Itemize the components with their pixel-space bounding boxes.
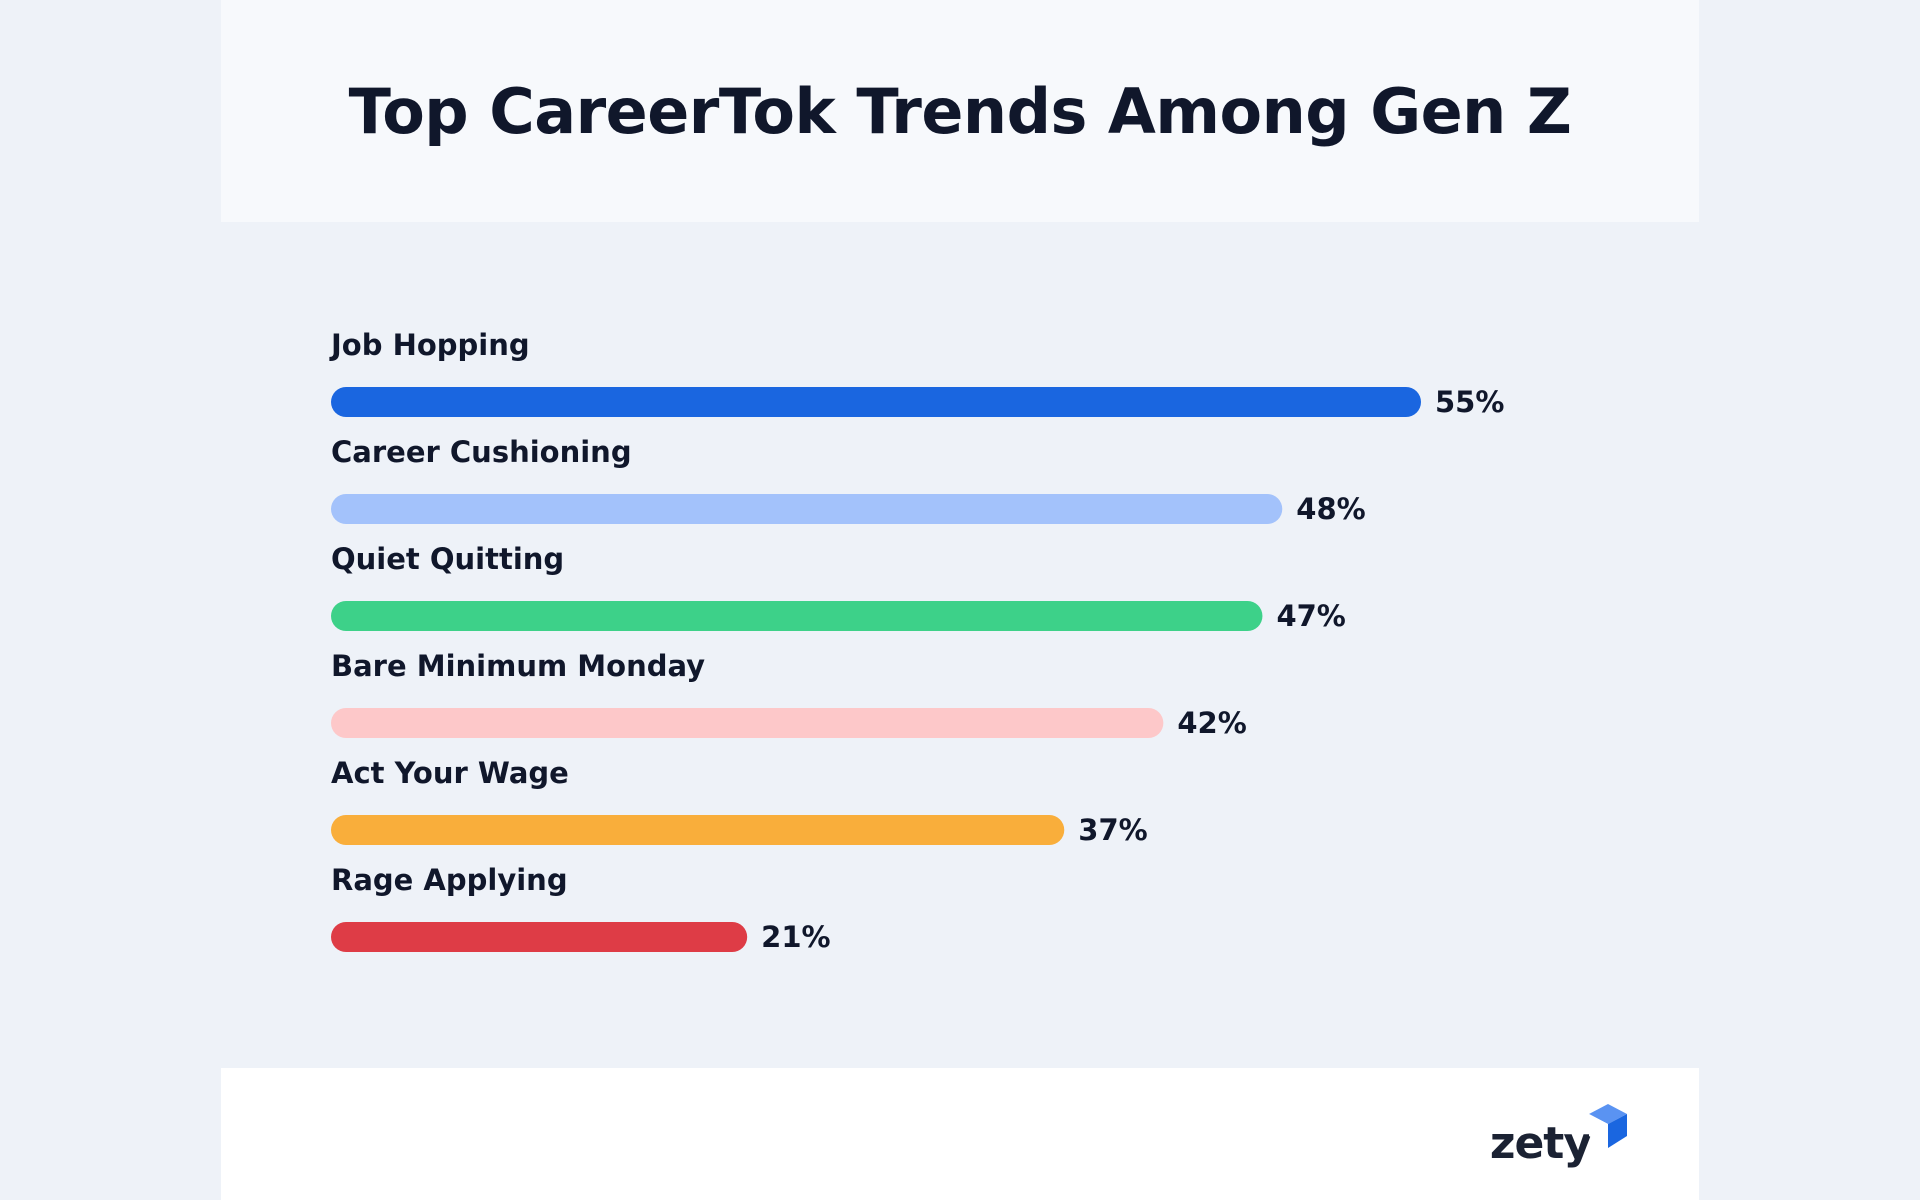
bar bbox=[331, 708, 1164, 738]
value-label: 55% bbox=[1435, 385, 1504, 419]
logo-text: zety bbox=[1489, 1118, 1592, 1169]
zety-logo: zety bbox=[1490, 1104, 1627, 1166]
chart-title: Top CareerTok Trends Among Gen Z bbox=[348, 74, 1572, 148]
bar bbox=[331, 922, 748, 952]
value-label: 47% bbox=[1276, 599, 1345, 633]
value-label: 37% bbox=[1078, 813, 1147, 847]
logo-cube-icon bbox=[1589, 1104, 1627, 1148]
category-label: Job Hopping bbox=[329, 328, 530, 362]
category-label: Quiet Quitting bbox=[331, 542, 564, 576]
bar bbox=[331, 601, 1263, 631]
value-label: 21% bbox=[761, 920, 830, 954]
footer-card: zety bbox=[221, 1068, 1699, 1200]
category-label: Act Your Wage bbox=[331, 756, 569, 790]
value-label: 48% bbox=[1296, 492, 1365, 526]
category-label: Career Cushioning bbox=[331, 435, 632, 469]
bar bbox=[331, 387, 1421, 417]
category-label: Bare Minimum Monday bbox=[331, 649, 705, 683]
value-label: 42% bbox=[1177, 706, 1246, 740]
category-label: Rage Applying bbox=[331, 863, 568, 897]
header-card: Top CareerTok Trends Among Gen Z bbox=[221, 0, 1699, 222]
bar bbox=[331, 494, 1283, 524]
bar bbox=[331, 815, 1065, 845]
